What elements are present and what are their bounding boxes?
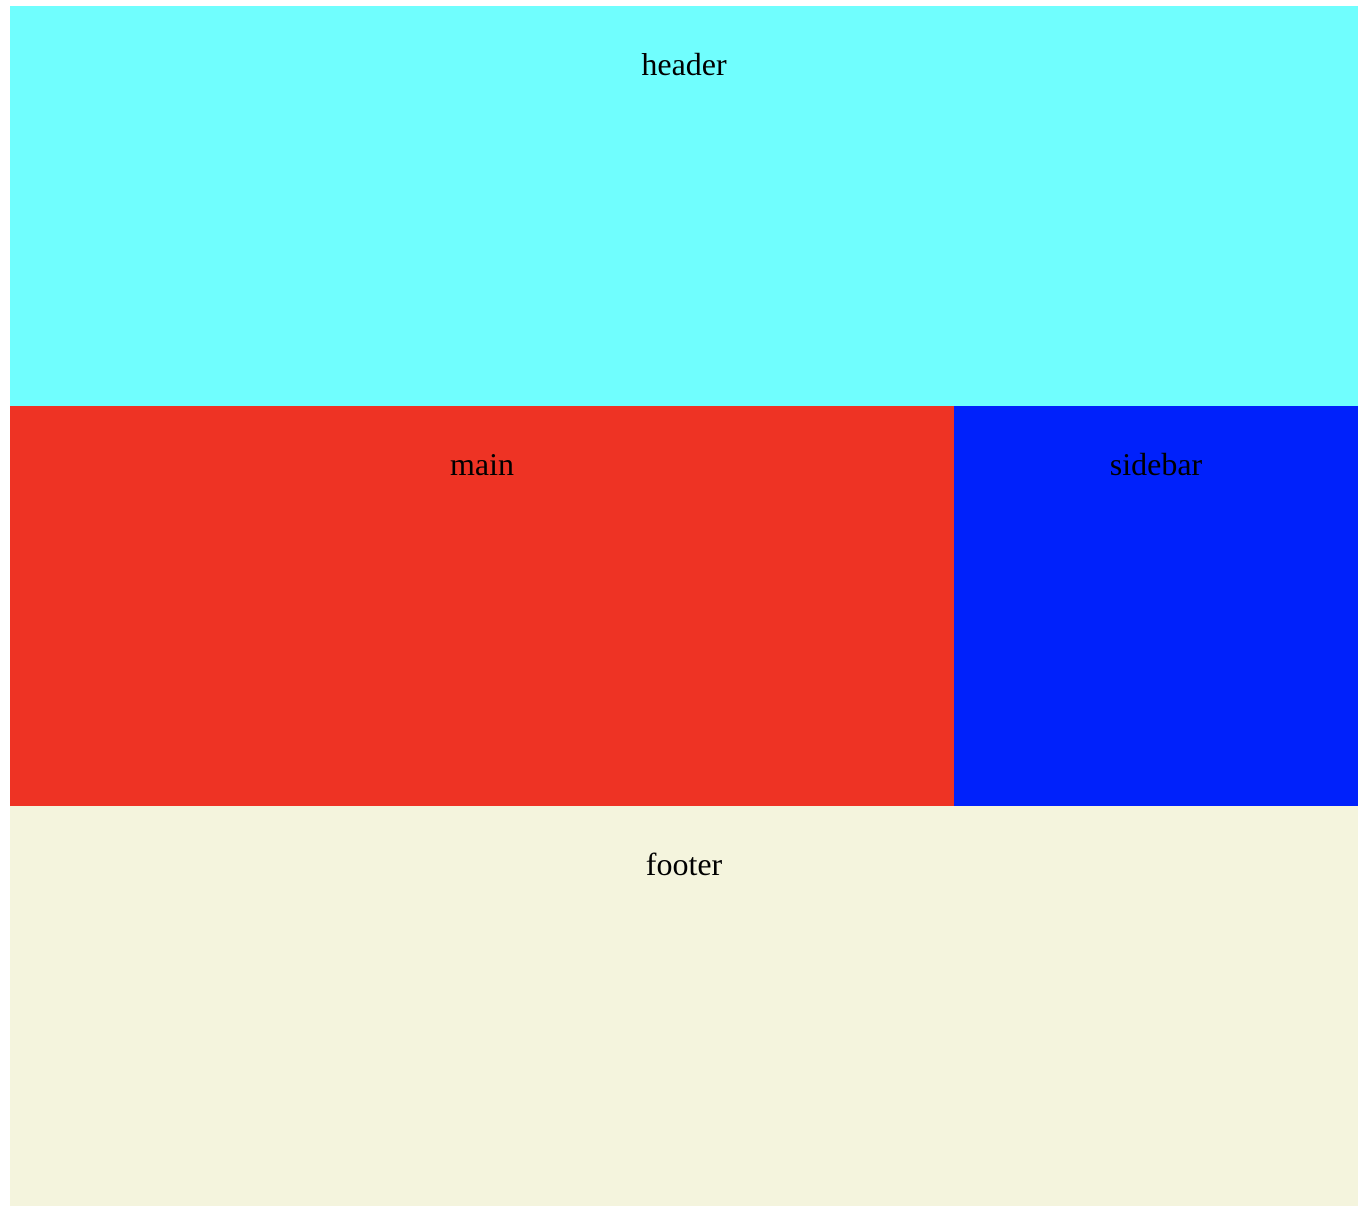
sidebar-label: sidebar [1109, 446, 1203, 482]
footer-region: footer [10, 806, 1358, 1206]
main-label: main [450, 446, 514, 482]
page-layout: header main sidebar footer [10, 6, 1358, 1206]
header-region: header [10, 6, 1358, 406]
sidebar-region: sidebar [954, 406, 1358, 806]
main-region: main [10, 406, 954, 806]
header-label: header [641, 46, 727, 82]
footer-label: footer [645, 846, 723, 882]
